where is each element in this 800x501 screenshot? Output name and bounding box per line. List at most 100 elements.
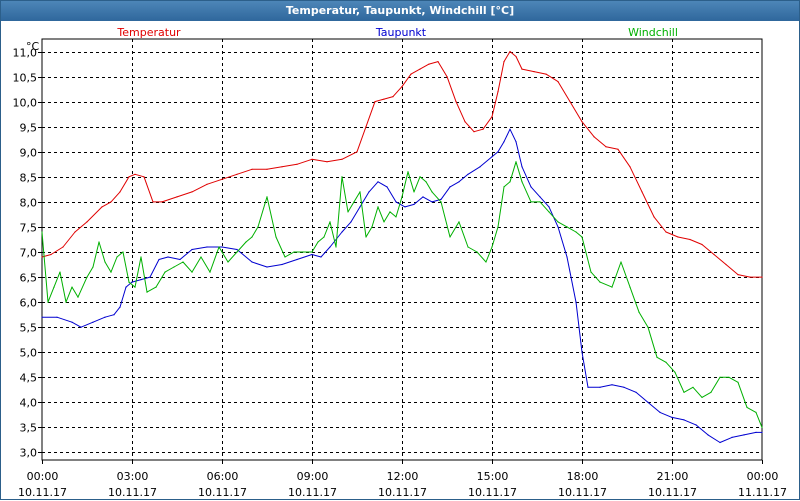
taupunkt-point <box>695 424 697 426</box>
taupunkt-point <box>359 206 361 208</box>
taupunkt-point <box>719 441 721 444</box>
taupunkt-point <box>647 401 649 403</box>
windchill-point <box>329 221 331 223</box>
taupunkt-point <box>557 226 559 228</box>
windchill-point <box>638 311 640 313</box>
windchill-point <box>710 391 712 393</box>
windchill-point <box>377 206 379 208</box>
temperatur-point <box>464 121 466 123</box>
taupunkt-point <box>659 411 661 413</box>
windchill-point <box>701 396 703 398</box>
temperatur-point <box>545 73 547 75</box>
y-tick-label: 10,5 <box>13 72 38 85</box>
windchill-point <box>257 226 259 228</box>
temperatur-point <box>473 131 475 133</box>
series-windchill <box>41 161 763 428</box>
windchill-point <box>110 271 112 273</box>
taupunkt-point <box>71 321 73 323</box>
windchill-point <box>251 236 253 238</box>
windchill-point <box>497 226 499 228</box>
temperatur-point <box>419 68 421 70</box>
taupunkt-point <box>440 198 442 200</box>
windchill-point <box>227 261 229 263</box>
x-tick-time-label: 18:00 <box>567 470 599 483</box>
chart-title: Temperatur, Taupunkt, Windchill [°C] <box>1 1 799 21</box>
windchill-point <box>692 386 694 388</box>
windchill-point <box>77 296 79 298</box>
temperatur-line <box>41 51 762 278</box>
windchill-point <box>182 261 184 263</box>
windchill-point <box>761 426 763 428</box>
temperatur-point <box>50 253 52 256</box>
temperatur-point <box>509 50 511 53</box>
taupunkt-point <box>311 253 313 256</box>
taupunkt-point <box>503 141 505 143</box>
windchill-point <box>440 201 442 203</box>
temperatur-point <box>701 243 703 246</box>
windchill-point <box>620 261 622 263</box>
taupunkt-point <box>548 206 550 208</box>
x-tick-time-label: 00:00 <box>27 470 59 483</box>
taupunkt-point <box>599 386 601 388</box>
legend-taupunkt: Taupunkt <box>375 26 427 39</box>
taupunkt-point <box>755 431 757 433</box>
taupunkt-point <box>41 316 43 318</box>
taupunkt-point <box>56 316 58 318</box>
temperatur-point <box>446 76 448 78</box>
y-tick-label: 8,0 <box>20 197 38 210</box>
windchill-point <box>200 256 202 258</box>
windchill-point <box>503 186 505 188</box>
legend: Temperatur Taupunkt Windchill <box>116 26 678 39</box>
x-tick-time-label: 21:00 <box>657 470 689 483</box>
taupunkt-point <box>566 256 568 258</box>
temperatur-point <box>119 191 121 193</box>
taupunkt-point <box>497 151 499 153</box>
temperatur-point <box>74 231 76 233</box>
windchill-point <box>467 246 469 248</box>
y-tick-label: 5,0 <box>20 347 38 360</box>
windchill-point <box>728 376 730 378</box>
windchill-point <box>407 171 409 173</box>
temperatur-point <box>581 121 583 123</box>
windchill-point <box>164 271 166 273</box>
taupunkt-point <box>743 434 745 436</box>
taupunkt-point <box>521 166 523 168</box>
temperatur-point <box>749 276 751 278</box>
taupunkt-point <box>80 326 82 328</box>
temperatur-point <box>428 63 430 65</box>
y-tick-label: 3,0 <box>20 447 38 460</box>
x-tick-time-label: 06:00 <box>207 470 239 483</box>
temperatur-point <box>281 166 283 168</box>
temperatur-point <box>266 168 268 170</box>
windchill-point <box>419 176 421 178</box>
windchill-point <box>746 406 748 408</box>
windchill-point <box>581 236 583 238</box>
y-tick-label: 9,5 <box>20 122 38 135</box>
windchill-point <box>41 231 43 233</box>
taupunkt-point <box>350 221 352 223</box>
temperatur-point <box>86 221 88 223</box>
windchill-point <box>323 236 325 238</box>
temperatur-point <box>515 55 517 58</box>
windchill-point <box>611 286 613 288</box>
windchill-point <box>425 181 427 183</box>
windchill-point <box>515 161 517 163</box>
temperatur-point <box>629 166 631 168</box>
windchill-point <box>656 356 658 358</box>
y-tick-label: 9,0 <box>20 147 38 160</box>
temperatur-point <box>383 98 385 100</box>
temperatur-point <box>437 61 439 63</box>
temperatur-point <box>392 96 394 98</box>
windchill-point <box>521 181 523 183</box>
y-tick-label: 3,5 <box>20 422 38 435</box>
windchill-point <box>557 221 559 223</box>
x-tick-time-label: 09:00 <box>297 470 329 483</box>
temperatur-point <box>689 238 691 241</box>
windchill-point <box>86 276 88 278</box>
windchill-point <box>311 251 313 253</box>
temperatur-point <box>110 201 112 203</box>
taupunkt-point <box>530 186 532 188</box>
windchill-point <box>629 286 631 288</box>
taupunkt-point <box>386 186 388 188</box>
